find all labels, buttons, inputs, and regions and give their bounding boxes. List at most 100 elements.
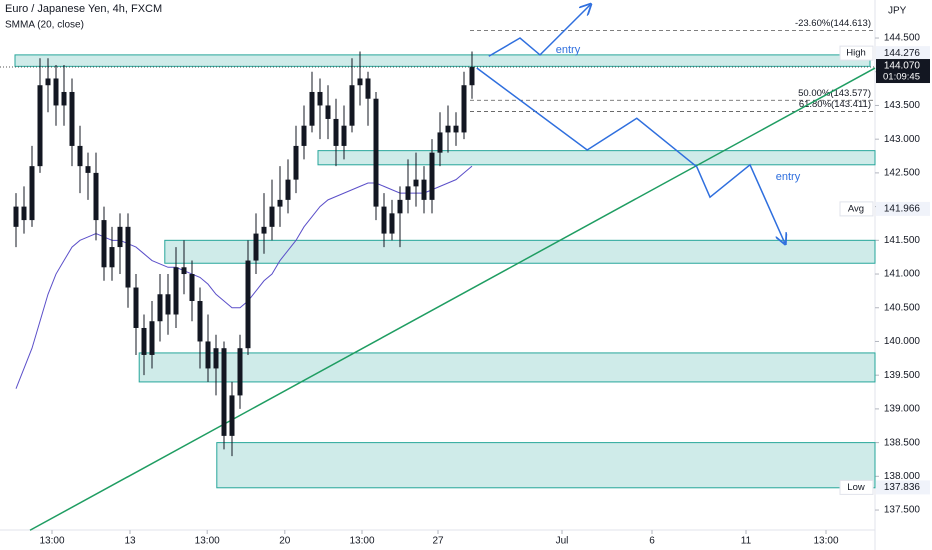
price-tag-box xyxy=(876,201,930,216)
zone xyxy=(14,54,871,67)
candle-body xyxy=(205,341,211,369)
candle-body xyxy=(141,327,147,355)
candle-body xyxy=(373,98,379,207)
candle-body xyxy=(469,67,475,86)
chart-title: Euro / Japanese Yen, 4h, FXCM xyxy=(5,3,162,15)
price-tag-name-box xyxy=(839,45,874,61)
candle-body xyxy=(413,179,419,187)
fib-label: -23.60%(144.613) xyxy=(795,18,871,29)
x-tick-label: 20 xyxy=(279,536,291,547)
candle-body xyxy=(333,118,339,146)
candle-body xyxy=(341,125,347,146)
candle-body xyxy=(181,267,187,275)
candle-body xyxy=(453,125,459,133)
candle-body xyxy=(213,348,219,369)
x-tick-label: 13:00 xyxy=(195,536,220,547)
candle-body xyxy=(293,145,299,180)
candle-body xyxy=(301,125,307,146)
price-tag-name: Avg xyxy=(848,203,864,214)
candle-body xyxy=(189,274,195,302)
candle-body xyxy=(461,85,467,133)
candle-body xyxy=(269,206,275,227)
candle-body xyxy=(165,294,171,315)
candle-body xyxy=(261,226,267,234)
candle-body xyxy=(245,260,251,349)
zone xyxy=(138,352,876,383)
x-tick-label: Jul xyxy=(556,536,569,547)
price-tag-value: 144.276 xyxy=(884,48,921,59)
candle-body xyxy=(365,78,371,99)
fib-label: 50.00%(143.577) xyxy=(798,88,871,99)
candle-body xyxy=(37,85,43,167)
x-tick-label: 6 xyxy=(649,536,655,547)
candle-body xyxy=(285,179,291,200)
price-tag-value: 137.836 xyxy=(884,482,921,493)
price-tag-box xyxy=(876,46,930,61)
zone xyxy=(164,239,876,264)
candle-body xyxy=(389,213,395,234)
candle-body xyxy=(381,206,387,234)
candle-body xyxy=(13,206,19,227)
candle-body xyxy=(21,206,27,221)
zone xyxy=(317,150,876,166)
projection-path xyxy=(488,5,590,57)
candle-body xyxy=(397,199,403,214)
candle-body xyxy=(85,166,91,173)
trendline xyxy=(29,67,876,531)
x-tick-label: 13:00 xyxy=(813,536,838,547)
candle-body xyxy=(421,179,427,200)
candle-body xyxy=(253,233,259,261)
x-tick-label: 11 xyxy=(741,536,752,547)
price-tag-name-box xyxy=(839,479,874,495)
candle-body xyxy=(197,301,203,342)
candle-body xyxy=(117,226,123,248)
x-tick-label: 27 xyxy=(432,536,444,547)
y-tick-label: 138.000 xyxy=(884,471,921,482)
candle-body xyxy=(357,78,363,86)
candle-body xyxy=(101,220,107,268)
x-tick-label: 13:00 xyxy=(39,536,64,547)
y-tick-label: 143.000 xyxy=(884,134,921,145)
candle-body xyxy=(277,199,283,207)
current-price-badge xyxy=(876,59,930,84)
candle-body xyxy=(437,132,443,153)
x-tick-label: 13:00 xyxy=(349,536,374,547)
candle-body xyxy=(45,78,51,86)
candle-body xyxy=(109,247,115,268)
candle-body xyxy=(125,226,131,288)
current-price-label: 144.070 xyxy=(884,61,921,72)
candle-body xyxy=(405,186,411,200)
current-countdown: 01:09:45 xyxy=(883,72,920,83)
candle-body xyxy=(29,166,35,221)
candle-body xyxy=(61,91,67,106)
candle-body xyxy=(53,78,59,106)
candle-body xyxy=(429,152,435,200)
candle-body xyxy=(221,348,227,436)
projection-path xyxy=(476,67,785,243)
candle-body xyxy=(133,287,139,328)
price-tag-name: Low xyxy=(847,482,865,493)
y-tick-label: 142.500 xyxy=(884,168,921,179)
y-tick-label: 143.500 xyxy=(884,100,921,111)
y-tick-label: 140.000 xyxy=(884,336,921,347)
candle-body xyxy=(309,91,315,126)
currency-label: JPY xyxy=(888,6,907,17)
y-tick-label: 139.000 xyxy=(884,404,921,415)
indicator-label: SMMA (20, close) xyxy=(5,20,84,31)
candle-body xyxy=(237,348,243,396)
fib-label: 61.80%(143.411) xyxy=(799,99,871,110)
y-tick-label: 141.500 xyxy=(884,235,921,246)
candle-body xyxy=(173,267,179,315)
candle-body xyxy=(149,321,155,355)
zone xyxy=(216,442,876,489)
candle-body xyxy=(69,91,75,146)
y-tick-label: 139.500 xyxy=(884,370,921,381)
y-tick-label: 144.500 xyxy=(884,33,921,44)
candle-body xyxy=(229,395,235,436)
candle-body xyxy=(317,91,323,106)
y-tick-label: 140.500 xyxy=(884,302,921,313)
candle-body xyxy=(325,105,331,119)
candle-body xyxy=(77,145,83,167)
annotation: entry xyxy=(776,171,801,183)
